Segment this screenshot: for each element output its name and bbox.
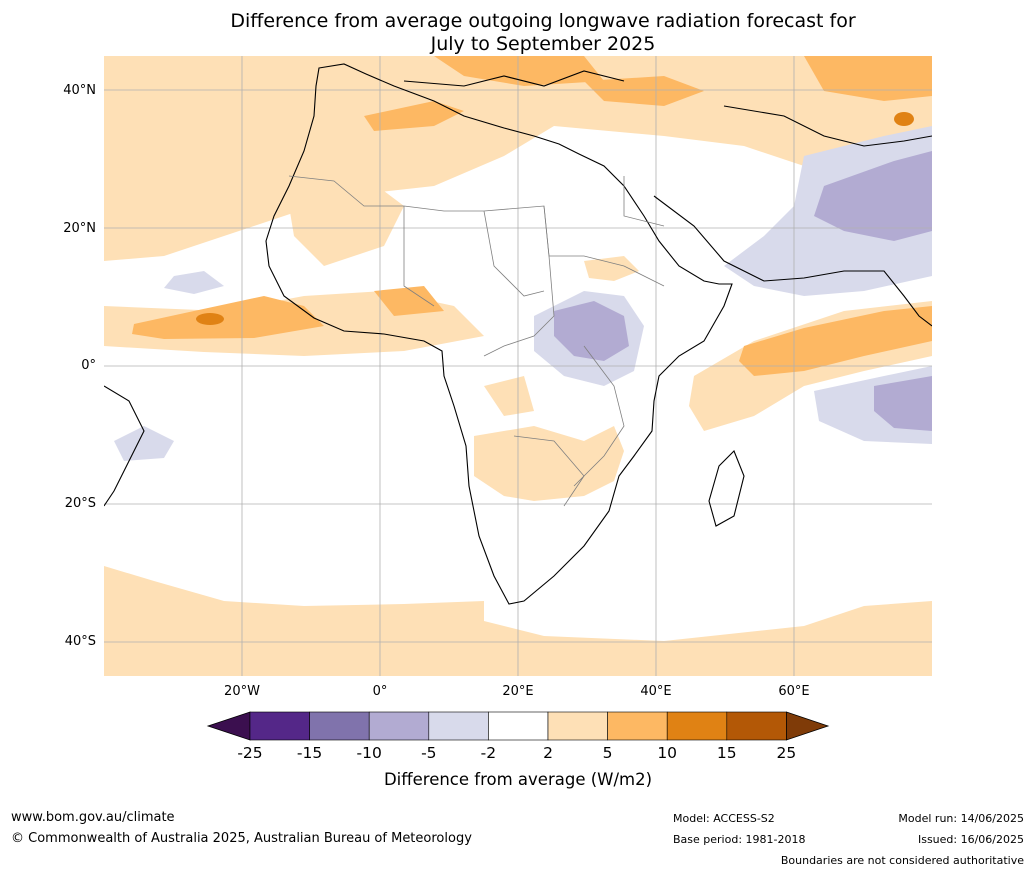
footer-issued: Issued: 16/06/2025 xyxy=(917,833,1024,846)
lon-label-40e: 40°E xyxy=(640,684,672,699)
graticule xyxy=(104,56,932,676)
colorbar-tick: -10 xyxy=(356,744,382,762)
coastlines xyxy=(104,63,932,605)
colorbar-tick: 2 xyxy=(543,744,553,762)
colorbar-bin-7 xyxy=(607,711,668,741)
map-svg xyxy=(104,56,932,676)
lon-label-60e: 60°E xyxy=(778,684,810,699)
lat-label-40s: 40°S xyxy=(64,634,96,649)
footer-base-period: Base period: 1981-2018 xyxy=(673,833,806,846)
colorbar-bin-8 xyxy=(666,711,728,741)
colorbar-tick: 25 xyxy=(776,744,797,762)
colorbar-bin-6 xyxy=(547,711,608,741)
footer-site-link[interactable]: www.bom.gov.au/climate xyxy=(11,810,175,825)
footer-disclaimer: Boundaries are not considered authoritat… xyxy=(780,854,1024,867)
country-borders xyxy=(288,175,665,507)
colorbar-bin-9 xyxy=(726,711,787,741)
lon-label-0: 0° xyxy=(372,684,388,699)
map-area xyxy=(104,56,932,676)
lat-label-40n: 40°N xyxy=(63,83,96,98)
colorbar-tick: -25 xyxy=(237,744,263,762)
colorbar-under-arrow xyxy=(206,711,251,741)
colorbar-tick: -5 xyxy=(421,744,437,762)
lat-label-20n: 20°N xyxy=(63,221,96,236)
colorbar-tick: -15 xyxy=(296,744,323,762)
lon-label-20e: 20°E xyxy=(502,684,534,699)
colorbar-bin-3 xyxy=(368,711,430,741)
positive-anomaly-dark xyxy=(196,112,914,325)
colorbar-bin-4 xyxy=(428,711,489,741)
colorbar-over-arrow xyxy=(786,711,830,741)
colorbar-bin-1 xyxy=(249,711,310,741)
colorbar-tick: -2 xyxy=(480,744,497,762)
footer-model: Model: ACCESS-S2 xyxy=(673,812,775,825)
footer-copyright: © Commonwealth of Australia 2025, Austra… xyxy=(11,831,472,846)
title-line-1: Difference from average outgoing longwav… xyxy=(230,10,856,32)
colorbar-bin-5 xyxy=(488,711,549,741)
colorbar-bin-2 xyxy=(309,711,370,741)
lat-label-20s: 20°S xyxy=(64,496,96,511)
colorbar-tick: 15 xyxy=(716,744,737,762)
colorbar-tick: 5 xyxy=(602,744,613,762)
negative-anomaly-medium xyxy=(554,151,932,431)
lon-label-20w: 20°W xyxy=(224,684,260,699)
title-line-2: July to September 2025 xyxy=(430,33,656,55)
colorbar-label: Difference from average (W/m2) xyxy=(383,770,653,789)
footer-model-run: Model run: 14/06/2025 xyxy=(898,812,1024,825)
colorbar-tick: 10 xyxy=(657,744,678,762)
lat-label-0: 0° xyxy=(81,358,96,373)
map-title: Difference from average outgoing longwav… xyxy=(100,10,986,56)
